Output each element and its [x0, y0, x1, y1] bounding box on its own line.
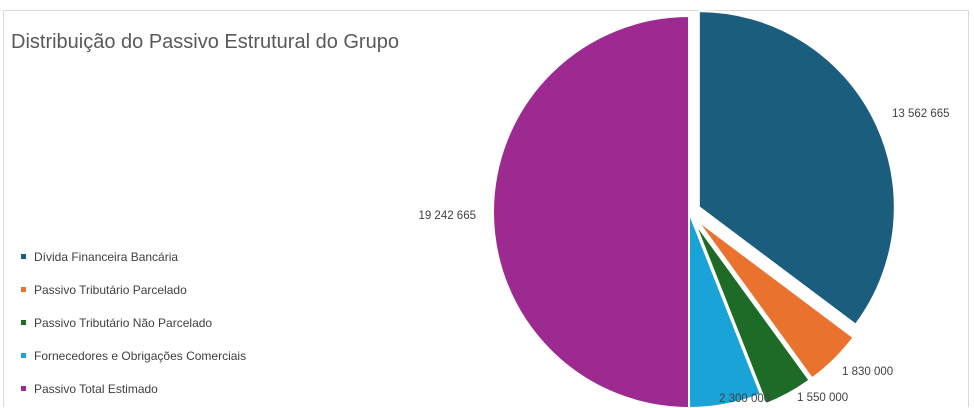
- chart-title: Distribuição do Passivo Estrutural do Gr…: [11, 31, 399, 53]
- legend-swatch: [21, 353, 26, 358]
- pie-slice: [695, 219, 855, 380]
- legend-item: Passivo Tributário Parcelado: [21, 273, 246, 306]
- legend-swatch: [21, 287, 26, 292]
- legend: Dívida Financeira Bancária Passivo Tribu…: [21, 240, 246, 405]
- pie-slice: [693, 221, 811, 406]
- data-label: 2 300 000: [719, 393, 770, 405]
- legend-item: Dívida Financeira Bancária: [21, 240, 246, 273]
- chart-area: [3, 10, 969, 407]
- legend-label: Dívida Financeira Bancária: [34, 249, 179, 264]
- pie-slice: [697, 10, 896, 327]
- legend-swatch: [21, 320, 26, 325]
- legend-label: Passivo Total Estimado: [34, 381, 158, 396]
- data-label: 13 562 665: [892, 108, 950, 120]
- legend-label: Fornecedores e Obrigações Comerciais: [34, 348, 247, 363]
- legend-swatch: [21, 386, 26, 391]
- data-label: 1 550 000: [797, 392, 848, 404]
- data-label: 19 242 665: [418, 210, 476, 222]
- legend-label: Passivo Tributário Parcelado: [34, 282, 187, 297]
- legend-item: Passivo Tributário Não Parcelado: [21, 306, 246, 339]
- pie-slice: [492, 14, 690, 408]
- legend-label: Passivo Tributário Não Parcelado: [34, 315, 213, 330]
- data-label: 1 830 000: [842, 366, 893, 378]
- legend-item: Passivo Total Estimado: [21, 372, 246, 405]
- legend-swatch: [21, 254, 26, 259]
- legend-item: Fornecedores e Obrigações Comerciais: [21, 339, 246, 372]
